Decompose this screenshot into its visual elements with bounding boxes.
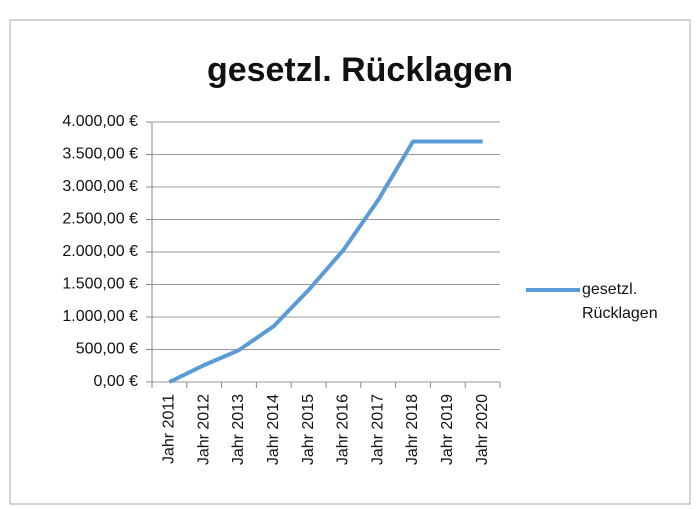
chart-frame xyxy=(9,19,691,505)
y-tick-label: 2.000,00 € xyxy=(62,243,138,260)
legend-label: gesetzl. Rücklagen xyxy=(582,281,658,322)
y-tick-label: 1.500,00 € xyxy=(62,276,138,293)
x-tick-label: Jahr 2012 xyxy=(195,394,212,465)
x-tick-label: Jahr 2013 xyxy=(230,394,247,465)
y-tick-label: 2.500,00 € xyxy=(62,211,138,228)
data-line xyxy=(168,139,483,384)
y-tick-label: 500,00 € xyxy=(76,341,138,358)
y-tick-label: 3.500,00 € xyxy=(62,146,138,163)
x-tick-label: Jahr 2011 xyxy=(161,394,178,464)
y-tick-label: 0,00 € xyxy=(94,373,139,390)
x-tick-label: Jahr 2018 xyxy=(404,394,421,465)
y-tick-label: 4.000,00 € xyxy=(62,113,138,130)
x-tick-label: Jahr 2019 xyxy=(439,394,456,465)
y-tick-label: 3.000,00 € xyxy=(62,178,138,195)
x-tick-label: Jahr 2014 xyxy=(265,394,282,465)
chart-title: gesetzl. Rücklagen xyxy=(207,51,513,89)
y-tick-label: 1.000,00 € xyxy=(62,308,138,325)
x-tick-label: Jahr 2017 xyxy=(369,394,386,465)
x-tick-label: Jahr 2015 xyxy=(300,394,317,465)
x-tick-label: Jahr 2016 xyxy=(335,394,352,465)
x-tick-label: Jahr 2020 xyxy=(474,394,491,465)
